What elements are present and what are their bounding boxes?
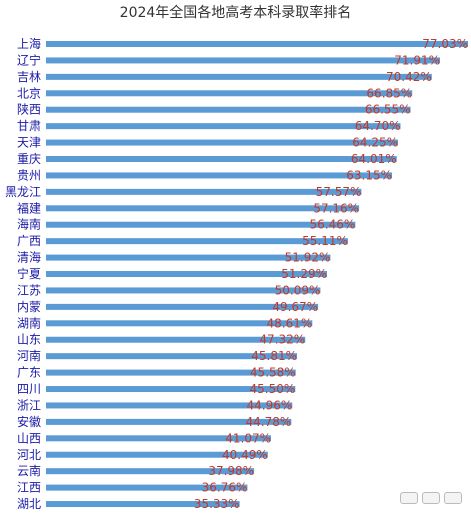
bar xyxy=(46,254,331,261)
category-label: 甘肃 xyxy=(17,119,41,133)
value-label: 71.91% xyxy=(394,53,440,67)
category-label: 浙江 xyxy=(17,398,41,412)
bar xyxy=(46,353,297,360)
bar xyxy=(46,73,432,80)
value-label: 77.03% xyxy=(422,37,468,51)
category-label: 天津 xyxy=(17,136,41,150)
value-label: 45.81% xyxy=(251,349,297,363)
value-label: 51.29% xyxy=(281,267,327,281)
category-label: 湖北 xyxy=(17,496,41,511)
bar xyxy=(46,238,348,245)
value-label: 47.32% xyxy=(259,333,305,347)
bar xyxy=(46,320,313,327)
bar xyxy=(46,271,327,278)
category-label: 山西 xyxy=(17,431,41,445)
category-label: 江西 xyxy=(17,481,41,495)
category-label: 安徽 xyxy=(17,414,41,429)
bar xyxy=(46,386,296,393)
value-label: 66.55% xyxy=(365,103,411,117)
value-labels-group: 77.03% 71.91% 70.42% 66.85% 66.55% 64.70% 64.2… xyxy=(194,37,468,511)
value-label: 56.46% xyxy=(310,218,356,232)
category-label: 上海 xyxy=(17,36,41,51)
bar xyxy=(46,123,401,130)
category-label: 内蒙 xyxy=(17,300,41,314)
chart-title: 2024年全国各地高考本科录取率排名 xyxy=(119,5,352,21)
category-label: 广西 xyxy=(17,234,41,248)
bar xyxy=(46,172,392,179)
category-label: 江苏 xyxy=(17,283,41,297)
value-label: 44.78% xyxy=(246,415,292,429)
bar xyxy=(46,484,248,491)
value-label: 48.61% xyxy=(267,316,313,330)
category-label: 重庆 xyxy=(17,152,41,166)
value-label: 64.25% xyxy=(352,136,398,150)
category-label: 北京 xyxy=(17,86,41,100)
value-label: 45.58% xyxy=(250,366,296,380)
value-label: 49.67% xyxy=(272,300,318,314)
category-label: 宁夏 xyxy=(17,266,41,281)
zoom-in-icon[interactable] xyxy=(422,492,440,504)
category-label: 辽宁 xyxy=(17,52,41,67)
value-label: 51.92% xyxy=(285,251,331,265)
category-label: 清海 xyxy=(17,250,41,265)
category-label: 山东 xyxy=(17,333,41,347)
category-label: 黑龙江 xyxy=(5,185,41,199)
value-label: 57.57% xyxy=(316,185,362,199)
bar xyxy=(46,435,271,442)
bar xyxy=(46,90,413,97)
value-label: 35.33% xyxy=(194,497,240,511)
value-label: 64.70% xyxy=(355,119,401,133)
category-label: 广东 xyxy=(17,366,41,380)
bar xyxy=(46,156,397,163)
category-label: 吉林 xyxy=(17,70,41,84)
bar xyxy=(46,221,356,228)
value-label: 40.49% xyxy=(222,448,268,462)
bar xyxy=(46,369,296,376)
bars-group xyxy=(46,41,468,508)
value-label: 63.15% xyxy=(346,168,392,182)
category-label: 河北 xyxy=(17,448,41,462)
value-label: 37.98% xyxy=(208,464,254,478)
bar xyxy=(46,303,319,310)
category-label: 云南 xyxy=(17,463,41,478)
bar xyxy=(46,336,306,343)
value-label: 45.50% xyxy=(250,382,296,396)
value-label: 70.42% xyxy=(386,70,432,84)
value-label: 64.01% xyxy=(351,152,397,166)
bar xyxy=(46,402,293,409)
bar xyxy=(46,287,321,294)
value-label: 66.85% xyxy=(366,86,412,100)
category-label: 海南 xyxy=(17,217,41,232)
bar xyxy=(46,418,292,425)
value-label: 44.96% xyxy=(247,398,293,412)
value-label: 36.76% xyxy=(202,481,248,495)
bar xyxy=(46,139,398,146)
fullscreen-icon[interactable] xyxy=(444,492,462,504)
category-label: 四川 xyxy=(17,382,41,396)
category-label: 陕西 xyxy=(17,102,41,117)
bar xyxy=(46,451,268,458)
category-label: 贵州 xyxy=(17,168,41,182)
category-labels-group: 上海辽宁吉林北京陕西甘肃天津重庆贵州黑龙江福建海南广西清海宁夏江苏内蒙湖南山东河… xyxy=(5,36,41,511)
zoom-out-icon[interactable] xyxy=(400,492,418,504)
value-label: 57.16% xyxy=(313,201,359,215)
value-label: 55.11% xyxy=(302,234,348,248)
bar xyxy=(46,501,240,508)
value-label: 41.07% xyxy=(225,431,271,445)
category-label: 湖南 xyxy=(17,315,41,330)
bar xyxy=(46,106,411,113)
bar xyxy=(46,41,468,47)
bar xyxy=(46,205,360,212)
bar xyxy=(46,57,440,64)
category-label: 河南 xyxy=(17,348,41,363)
bar xyxy=(46,188,362,195)
value-label: 50.09% xyxy=(275,283,321,297)
bar xyxy=(46,468,255,475)
category-label: 福建 xyxy=(17,200,41,215)
